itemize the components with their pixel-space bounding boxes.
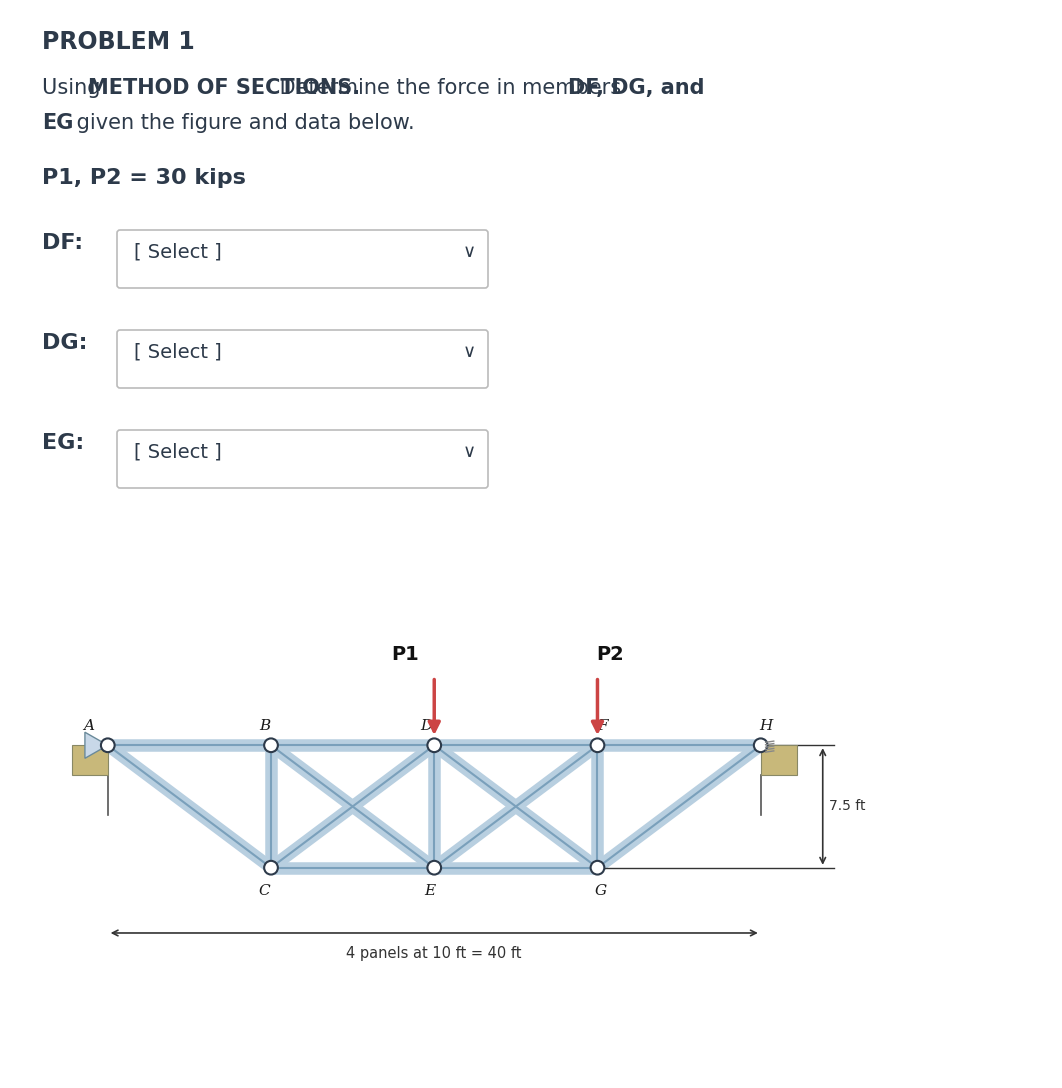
Circle shape (264, 739, 278, 752)
Text: given the figure and data below.: given the figure and data below. (70, 113, 414, 133)
Bar (760, 745, 796, 775)
FancyBboxPatch shape (117, 330, 489, 388)
Circle shape (427, 861, 441, 875)
Circle shape (101, 739, 115, 752)
Text: A: A (83, 719, 93, 732)
Text: DF:: DF: (42, 233, 83, 254)
Text: EG:: EG: (42, 433, 84, 453)
Text: P1, P2 = 30 kips: P1, P2 = 30 kips (42, 168, 246, 188)
Circle shape (264, 861, 278, 875)
Text: B: B (259, 719, 270, 732)
Text: ∨: ∨ (463, 243, 476, 261)
Text: PROBLEM 1: PROBLEM 1 (42, 30, 194, 54)
Circle shape (754, 739, 768, 752)
Text: ∨: ∨ (463, 443, 476, 461)
Text: P2: P2 (597, 645, 624, 665)
Text: D: D (419, 719, 432, 732)
Text: [ Select ]: [ Select ] (134, 243, 222, 262)
Text: F: F (597, 719, 607, 732)
Text: G: G (595, 883, 606, 898)
Text: [ Select ]: [ Select ] (134, 443, 222, 462)
Text: P1: P1 (391, 645, 418, 665)
Text: Using: Using (42, 78, 107, 98)
Text: C: C (259, 883, 271, 898)
Text: H: H (759, 719, 772, 732)
Text: METHOD OF SECTIONS.: METHOD OF SECTIONS. (88, 78, 360, 98)
FancyBboxPatch shape (117, 430, 489, 489)
Text: DG:: DG: (42, 333, 87, 353)
Text: 4 panels at 10 ft = 40 ft: 4 panels at 10 ft = 40 ft (346, 947, 523, 961)
Text: Determine the force in members: Determine the force in members (273, 78, 628, 98)
Bar (72, 745, 107, 775)
Circle shape (590, 861, 604, 875)
Text: E: E (424, 883, 435, 898)
FancyBboxPatch shape (117, 230, 489, 288)
Text: EG: EG (42, 113, 73, 133)
Text: ∨: ∨ (463, 343, 476, 361)
Circle shape (590, 739, 604, 752)
Polygon shape (85, 732, 107, 758)
Text: DF, DG, and: DF, DG, and (568, 78, 704, 98)
Text: [ Select ]: [ Select ] (134, 343, 222, 362)
Circle shape (427, 739, 441, 752)
Text: 7.5 ft: 7.5 ft (829, 800, 866, 814)
